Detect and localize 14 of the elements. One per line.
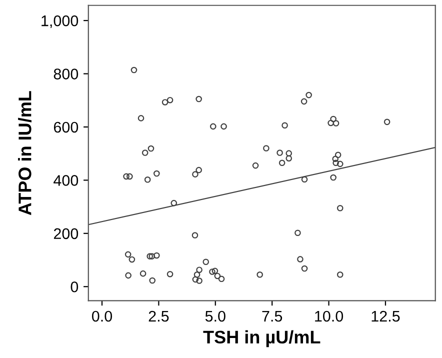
y-tick-label: 400 — [54, 175, 78, 186]
x-tick-label: 10.0 — [315, 310, 344, 322]
x-tick-label: 7.5 — [262, 311, 282, 322]
x-tick-label: 0.0 — [92, 310, 112, 322]
x-tick-label: 12.5 — [372, 310, 400, 322]
x-tick-label: 5.0 — [205, 310, 226, 322]
x-tick-label: 2.5 — [148, 310, 169, 322]
y-tick-label: 1,000 — [42, 15, 78, 28]
x-axis-title: TSH in µU/mL — [203, 330, 320, 348]
y-tick-label: 0 — [70, 281, 78, 292]
y-axis-title: ATPO in IU/mL — [18, 91, 32, 216]
y-tick-label: 600 — [54, 122, 78, 133]
y-tick-label: 800 — [54, 68, 78, 80]
y-tick-label: 200 — [54, 228, 78, 240]
